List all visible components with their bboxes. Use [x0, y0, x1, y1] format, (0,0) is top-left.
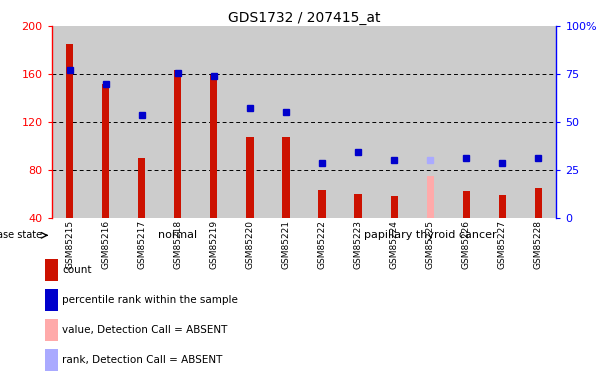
FancyBboxPatch shape — [45, 289, 58, 311]
Bar — [484, 26, 520, 218]
Bar — [268, 26, 304, 218]
Bar — [340, 26, 376, 218]
Text: percentile rank within the sample: percentile rank within the sample — [62, 295, 238, 305]
Bar — [412, 26, 448, 218]
Bar — [354, 194, 362, 217]
FancyBboxPatch shape — [45, 319, 58, 341]
Bar — [282, 137, 289, 218]
Bar — [196, 26, 232, 218]
Bar — [304, 26, 340, 218]
Bar — [448, 26, 484, 218]
Bar — [499, 195, 506, 217]
Text: rank, Detection Call = ABSENT: rank, Detection Call = ABSENT — [62, 355, 223, 365]
Bar — [376, 26, 412, 218]
Bar — [102, 84, 109, 218]
FancyBboxPatch shape — [45, 259, 58, 281]
Bar — [174, 70, 181, 217]
Bar — [246, 137, 254, 218]
Bar — [52, 26, 88, 218]
Text: count: count — [62, 265, 92, 275]
Bar — [124, 26, 160, 218]
FancyBboxPatch shape — [45, 349, 58, 371]
Bar — [88, 26, 124, 218]
Title: GDS1732 / 207415_at: GDS1732 / 207415_at — [228, 11, 380, 25]
Text: disease state: disease state — [0, 230, 43, 240]
Text: papillary thyroid cancer: papillary thyroid cancer — [364, 230, 497, 240]
Bar — [520, 26, 556, 218]
Bar — [138, 158, 145, 218]
Bar — [427, 176, 434, 217]
Text: normal: normal — [158, 230, 198, 240]
Text: value, Detection Call = ABSENT: value, Detection Call = ABSENT — [62, 325, 227, 335]
Bar — [66, 44, 74, 218]
Bar — [210, 75, 218, 217]
Bar — [463, 191, 470, 217]
Bar — [319, 190, 326, 217]
Bar — [390, 196, 398, 217]
Bar — [160, 26, 196, 218]
Bar — [232, 26, 268, 218]
Bar — [534, 188, 542, 218]
